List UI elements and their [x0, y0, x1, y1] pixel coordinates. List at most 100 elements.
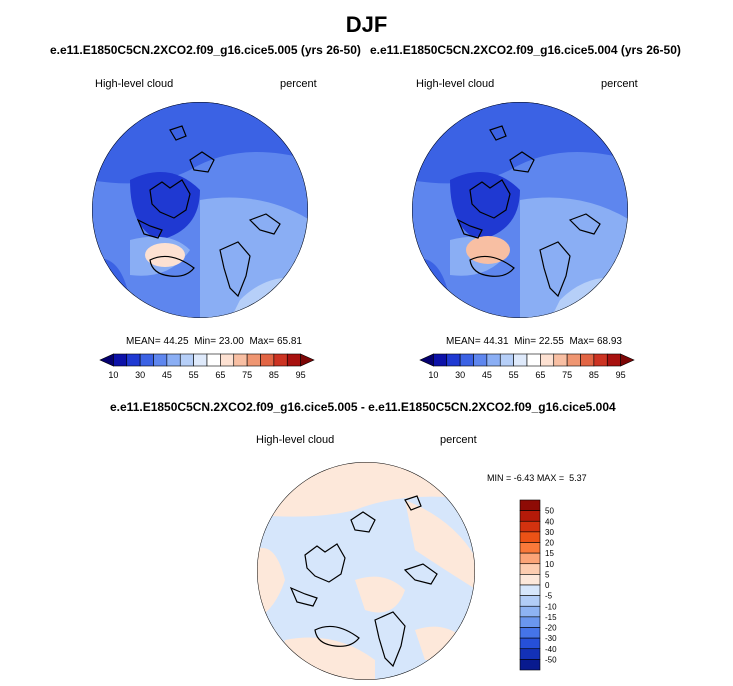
colorbar-diff-tick-label: 15 [545, 549, 554, 558]
map-1-region-arctic-canada [130, 172, 200, 240]
colorbar-2-swatch-8 [526, 353, 541, 367]
panel-1-stats: MEAN= 44.25 Min= 23.00 Max= 65.81 [126, 336, 302, 347]
colorbar-diff-swatch-11 [519, 616, 541, 628]
colorbar-2-swatch-5 [486, 353, 501, 367]
colorbar-2-tick-label: 55 [509, 370, 519, 380]
map-2-region-north [412, 102, 628, 184]
panel-1-field-label: High-level cloud [95, 78, 174, 90]
colorbar-diff-swatch-3 [519, 531, 541, 543]
colorbar-diff-tick-label: -50 [545, 655, 557, 664]
colorbar-1-swatch-13 [273, 353, 288, 367]
map-panel-diff [257, 462, 475, 680]
diff-units: percent [440, 434, 477, 446]
colorbar-2-tick-label: 45 [482, 370, 492, 380]
diff-field-label: High-level cloud [256, 434, 335, 446]
diff-stats: MIN = -6.43 MAX = 5.37 [487, 473, 587, 483]
colorbar-1-swatch-6 [179, 353, 194, 367]
colorbar-diff-swatch-15 [519, 659, 541, 671]
colorbar-diff-swatch-6 [519, 563, 541, 575]
colorbar-diff-swatch-12 [519, 627, 541, 639]
diff-panel-title: e.e11.E1850C5CN.2XCO2.f09_g16.cice5.005 … [110, 400, 616, 414]
colorbar-2-tick-label: 85 [589, 370, 599, 380]
map-3-region-east [405, 500, 475, 590]
colorbar-1-swatch-2 [126, 353, 141, 367]
colorbar-1-swatch-11 [246, 353, 261, 367]
colorbar-1-swatch-4 [153, 353, 168, 367]
panel-2-field-label: High-level cloud [416, 78, 495, 90]
colorbar-diff-tick-label: 10 [545, 560, 554, 569]
colorbar-diff-swatch-13 [519, 637, 541, 650]
colorbar-1-swatch-14 [286, 353, 301, 367]
map-panel-1 [92, 102, 308, 318]
colorbar-diff-tick-label: 20 [545, 539, 554, 548]
colorbar-1-tick-label: 95 [296, 370, 306, 380]
colorbar-1-tick-label: 55 [189, 370, 199, 380]
colorbar-1-tick-label: 65 [215, 370, 225, 380]
colorbar-2-tick-label: 30 [455, 370, 465, 380]
colorbar-diff-swatch-2 [519, 520, 541, 533]
colorbar-2-swatch-0 [419, 353, 434, 367]
colorbar-diff-tick-label: 30 [545, 528, 554, 537]
map-3-region-central [355, 576, 405, 613]
panel-1-units: percent [280, 78, 317, 90]
colorbar-panel-1: 10 30 45 55 65 75 85 95 [99, 353, 315, 380]
colorbar-panel-2: 10 30 45 55 65 75 85 95 [419, 353, 635, 380]
colorbar-1-swatch-0 [99, 353, 114, 367]
colorbar-2-swatch-7 [513, 353, 528, 367]
colorbar-2-swatch-9 [540, 353, 555, 367]
map-3-region-west [257, 548, 285, 620]
colorbar-2-swatch-15 [620, 353, 635, 367]
colorbar-1-tick-label: 45 [162, 370, 172, 380]
colorbar-1-tick-label: 10 [108, 370, 118, 380]
map-2-region-arctic-canada [450, 172, 520, 240]
colorbar-diff-tick-label: 50 [545, 507, 554, 516]
colorbar-1-swatch-5 [166, 353, 181, 367]
map-2-coastlines [456, 125, 601, 298]
map-3-coastlines [289, 495, 438, 668]
colorbar-2-tick-label: 75 [562, 370, 572, 380]
colorbar-2-swatch-11 [566, 353, 581, 367]
panel-2-stats: MEAN= 44.31 Min= 22.55 Max= 68.93 [446, 336, 622, 347]
colorbar-diff-tick-label: 0 [545, 581, 550, 590]
colorbar-2-swatch-14 [606, 353, 621, 367]
colorbar-diff-tick-label: -10 [545, 602, 557, 611]
colorbar-2-tick-label: 10 [428, 370, 438, 380]
panel-2-title: e.e11.E1850C5CN.2XCO2.f09_g16.cice5.004 … [370, 43, 681, 57]
colorbar-diff-swatch-7 [519, 574, 541, 586]
colorbar-diff-swatch-4 [519, 542, 541, 554]
colorbar-2-swatch-2 [446, 353, 461, 367]
colorbar-2-swatch-13 [593, 353, 608, 367]
colorbar-diff-tick-label: -40 [545, 645, 557, 654]
colorbar-diff-swatch-14 [519, 648, 541, 660]
colorbar-diff-tick-label: -20 [545, 624, 557, 633]
map-1-region-north [92, 102, 308, 184]
colorbar-1-swatch-9 [220, 353, 235, 367]
colorbar-1-swatch-15 [300, 353, 315, 367]
colorbar-diff-swatch-0 [519, 499, 541, 511]
colorbar-1-swatch-1 [113, 353, 128, 367]
season-title: DJF [345, 12, 388, 37]
colorbar-diff-swatch-5 [519, 552, 541, 565]
panel-1-title: e.e11.E1850C5CN.2XCO2.f09_g16.cice5.005 … [50, 43, 361, 57]
map-1-region-warm-anomaly [145, 243, 185, 267]
map-1-coastlines [136, 125, 281, 298]
colorbar-1-tick-label: 75 [242, 370, 252, 380]
colorbar-diff-tick-label: -30 [545, 634, 557, 643]
colorbar-2-swatch-12 [580, 353, 595, 367]
colorbar-diff-tick-label: 5 [545, 570, 550, 579]
colorbar-1-swatch-3 [139, 353, 154, 367]
colorbar-diff-swatch-10 [519, 605, 541, 618]
colorbar-1-tick-label: 85 [269, 370, 279, 380]
colorbar-1-swatch-10 [233, 353, 248, 367]
colorbar-diff-tick-label: 40 [545, 517, 554, 526]
colorbar-diff-swatch-8 [519, 584, 541, 596]
colorbar-2-tick-label: 95 [616, 370, 626, 380]
colorbar-1-swatch-8 [206, 353, 221, 367]
colorbar-diff-swatch-1 [519, 510, 541, 522]
colorbar-2-swatch-6 [499, 353, 514, 367]
colorbar-1-tick-label: 30 [135, 370, 145, 380]
map-2-region-warm-anomaly [466, 236, 510, 264]
colorbar-2-swatch-4 [473, 353, 488, 367]
map-panel-2 [412, 102, 628, 318]
